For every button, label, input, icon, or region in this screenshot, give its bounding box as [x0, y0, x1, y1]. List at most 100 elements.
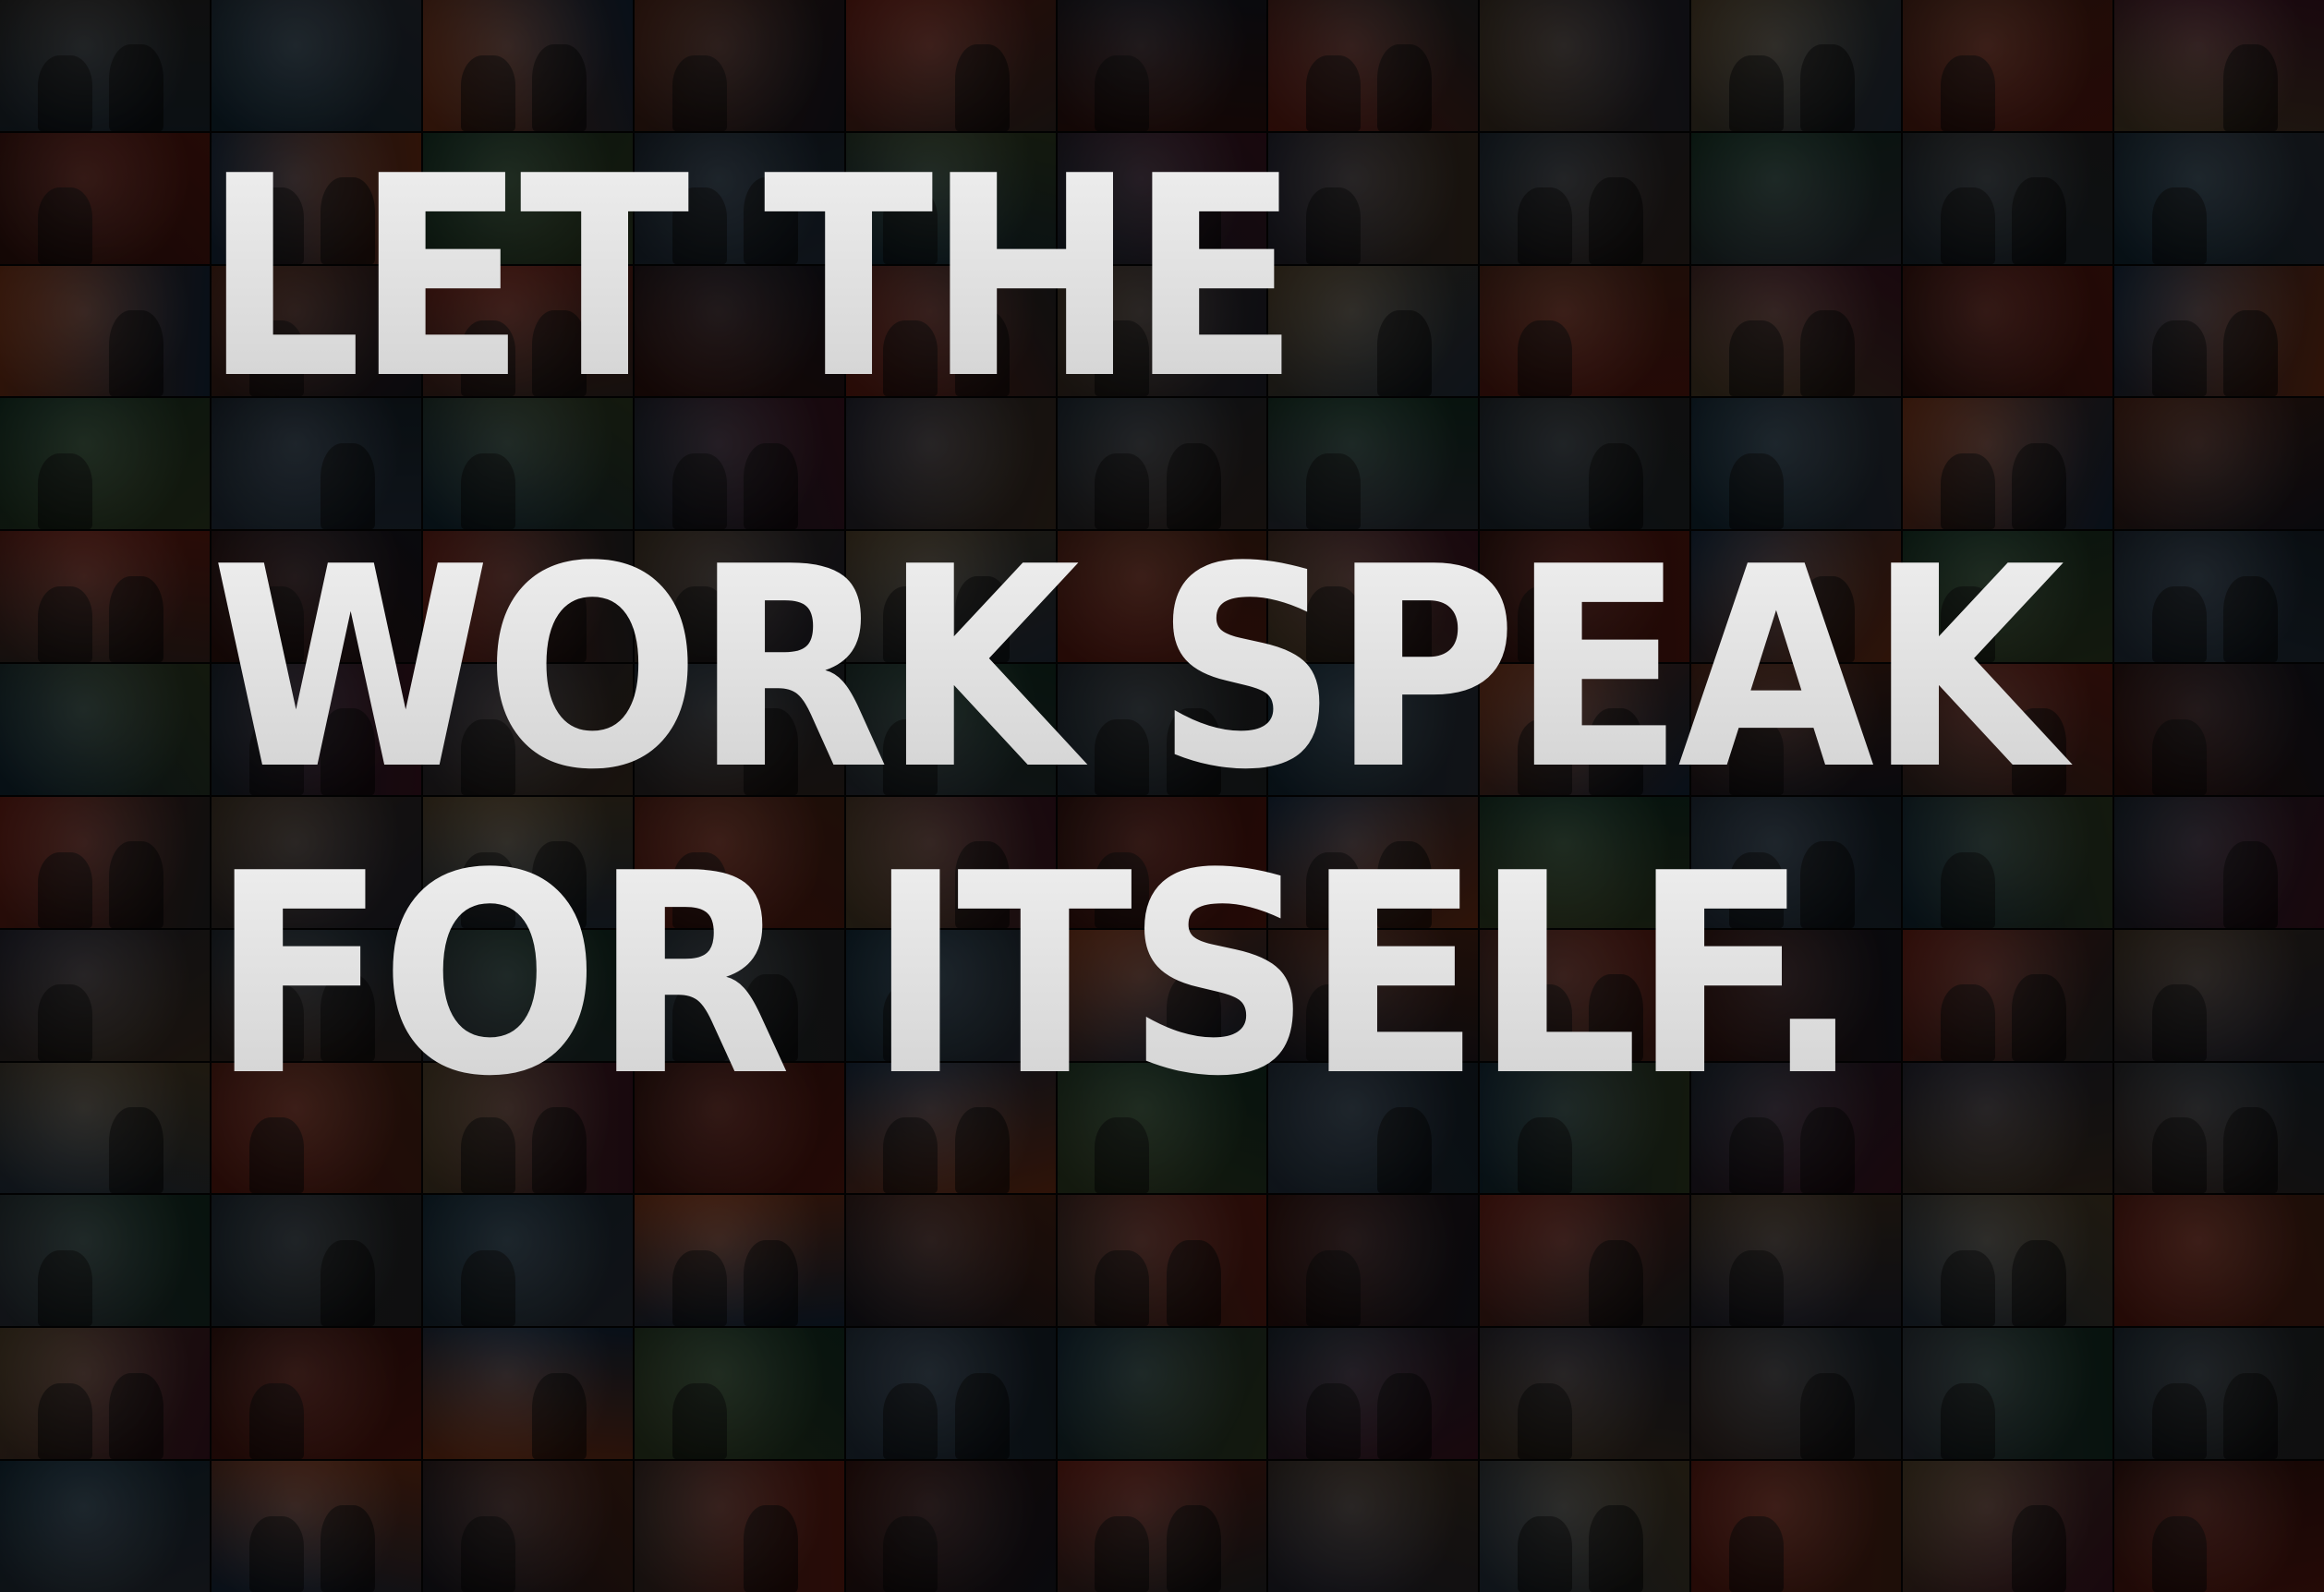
collage-photo-tile: [845, 1195, 1056, 1327]
collage-photo-tile: [1691, 1195, 1902, 1327]
collage-photo-tile: [211, 531, 421, 663]
collage-photo-tile: [1268, 796, 1479, 928]
collage-photo-tile: [845, 1328, 1056, 1460]
collage-photo-tile: [1057, 1328, 1267, 1460]
collage-photo-tile: [2114, 1195, 2324, 1327]
collage-photo-tile: [634, 929, 844, 1061]
collage-photo-tile: [1268, 132, 1479, 264]
collage-photo-tile: [0, 132, 210, 264]
collage-photo-tile: [845, 531, 1056, 663]
collage-photo-tile: [1691, 531, 1902, 663]
collage-photo-tile: [2114, 265, 2324, 397]
collage-photo-tile: [0, 398, 210, 530]
collage-photo-tile: [422, 0, 633, 131]
collage-photo-tile: [2114, 929, 2324, 1061]
collage-photo-tile: [845, 265, 1056, 397]
collage-photo-tile: [1691, 132, 1902, 264]
collage-photo-tile: [1480, 132, 1690, 264]
collage-photo-tile: [1691, 1328, 1902, 1460]
collage-photo-tile: [1480, 0, 1690, 131]
collage-photo-tile: [1691, 664, 1902, 795]
collage-photo-tile: [0, 1461, 210, 1592]
collage-photo-tile: [1691, 1461, 1902, 1592]
collage-photo-tile: [422, 1461, 633, 1592]
collage-photo-tile: [211, 664, 421, 795]
collage-photo-tile: [1057, 398, 1267, 530]
collage-photo-tile: [2114, 0, 2324, 131]
collage-photo-tile: [422, 1195, 633, 1327]
collage-photo-tile: [422, 132, 633, 264]
collage-photo-tile: [1268, 265, 1479, 397]
collage-photo-tile: [1903, 0, 2113, 131]
collage-photo-tile: [1480, 531, 1690, 663]
collage-photo-tile: [634, 132, 844, 264]
collage-photo-tile: [2114, 1062, 2324, 1194]
collage-photo-tile: [211, 1328, 421, 1460]
collage-photo-tile: [1691, 796, 1902, 928]
headline-line-1: LET THE: [203, 117, 1293, 440]
collage-photo-tile: [0, 1062, 210, 1194]
collage-photo-tile: [1691, 929, 1902, 1061]
collage-photo-tile: [1057, 265, 1267, 397]
collage-photo-tile: [1268, 531, 1479, 663]
collage-photo-tile: [1903, 1328, 2113, 1460]
collage-photo-tile: [211, 265, 421, 397]
collage-photo-tile: [634, 531, 844, 663]
collage-photo-tile: [1903, 531, 2113, 663]
collage-photo-tile: [2114, 398, 2324, 530]
collage-photo-tile: [211, 1461, 421, 1592]
collage-photo-tile: [211, 1062, 421, 1194]
collage-photo-tile: [845, 132, 1056, 264]
collage-photo-tile: [1903, 929, 2113, 1061]
collage-photo-tile: [2114, 664, 2324, 795]
collage-photo-tile: [634, 664, 844, 795]
collage-photo-tile: [1480, 1195, 1690, 1327]
collage-photo-tile: [1903, 796, 2113, 928]
collage-photo-tile: [1691, 398, 1902, 530]
collage-photo-tile: [1903, 265, 2113, 397]
collage-photo-tile: [634, 398, 844, 530]
collage-photo-tile: [1057, 531, 1267, 663]
collage-photo-tile: [634, 1461, 844, 1592]
collage-photo-tile: [634, 1195, 844, 1327]
collage-photo-tile: [634, 1062, 844, 1194]
collage-photo-tile: [845, 1461, 1056, 1592]
collage-photo-tile: [211, 132, 421, 264]
collage-photo-tile: [1903, 664, 2113, 795]
collage-photo-tile: [1903, 132, 2113, 264]
collage-photo-tile: [422, 664, 633, 795]
collage-photo-tile: [422, 929, 633, 1061]
collage-photo-tile: [1480, 796, 1690, 928]
collage-photo-tile: [422, 796, 633, 928]
collage-photo-tile: [0, 1328, 210, 1460]
collage-photo-tile: [1057, 796, 1267, 928]
collage-photo-tile: [1057, 664, 1267, 795]
collage-photo-tile: [1480, 265, 1690, 397]
collage-photo-tile: [845, 1062, 1056, 1194]
collage-photo-tile: [211, 929, 421, 1061]
collage-photo-tile: [1480, 1461, 1690, 1592]
collage-photo-tile: [2114, 1461, 2324, 1592]
collage-photo-tile: [0, 1195, 210, 1327]
collage-photo-tile: [422, 265, 633, 397]
collage-photo-tile: [0, 265, 210, 397]
collage-photo-tile: [422, 1062, 633, 1194]
headline-line-3: FOR ITSELF.: [211, 814, 1855, 1137]
collage-photo-tile: [1480, 1062, 1690, 1194]
collage-photo-tile: [1903, 1195, 2113, 1327]
collage-photo-tile: [1903, 1461, 2113, 1592]
collage-photo-tile: [1268, 664, 1479, 795]
collage-photo-tile: [0, 664, 210, 795]
collage-photo-tile: [845, 929, 1056, 1061]
collage-photo-tile: [211, 0, 421, 131]
collage-photo-tile: [1268, 1195, 1479, 1327]
collage-photo-tile: [0, 0, 210, 131]
collage-photo-tile: [1691, 0, 1902, 131]
collage-photo-tile: [1268, 398, 1479, 530]
collage-photo-tile: [1903, 398, 2113, 530]
collage-photo-tile: [845, 796, 1056, 928]
collage-photo-tile: [1903, 1062, 2113, 1194]
